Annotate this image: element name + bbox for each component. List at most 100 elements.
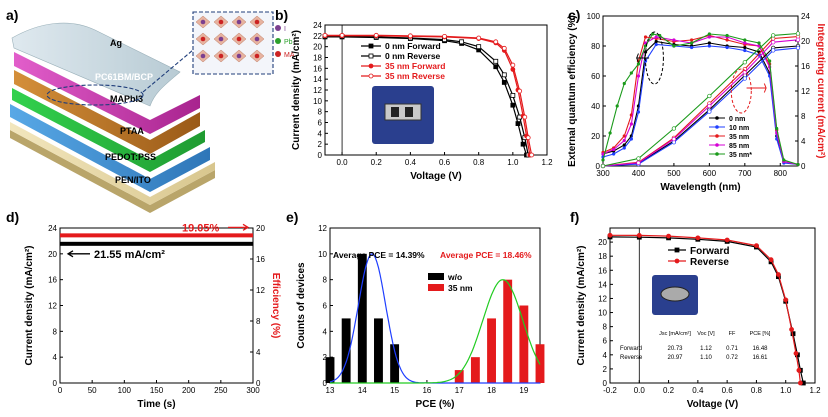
x-tick-label: 0.4: [405, 158, 417, 167]
y-axis-label: Current density (mA/cm²): [291, 30, 302, 150]
data-point: [743, 48, 747, 53]
data-point: [407, 33, 413, 39]
x-tick-label: 800: [774, 169, 788, 178]
y-tick-label: 8: [323, 276, 328, 285]
legend-marker: [715, 143, 719, 147]
y-tick-label: 20: [598, 238, 607, 247]
legend-label: 85 nm: [729, 143, 749, 150]
panel-a: a) Ag PC61BM/BCP MAPbI3 PTAA PEDOT:PSS P…: [6, 7, 295, 213]
legend-label: w/o: [447, 272, 462, 282]
table-cell: 0.71: [726, 346, 738, 352]
crystal-structure-icon: [195, 15, 265, 63]
layer-label-2: MAPbI3: [110, 94, 143, 104]
data-point: [501, 72, 507, 78]
y-tick-label: 8: [318, 108, 323, 117]
histogram-bar: [519, 305, 529, 383]
data-point: [742, 76, 747, 81]
layer-label-4: PEDOT:PSS: [105, 152, 156, 162]
data-point: [510, 102, 516, 108]
y-tick-label: 12: [313, 86, 322, 95]
histogram-bar: [503, 279, 513, 383]
y-tick-label: 2: [323, 353, 328, 362]
x-tick-label: 0.4: [692, 386, 704, 395]
table-cell: Forward: [620, 346, 642, 352]
y-tick-label: 2: [603, 365, 608, 374]
data-point: [636, 156, 641, 161]
y2-tick-label: 0: [801, 162, 806, 171]
y-tick-label: 10: [313, 97, 322, 106]
data-point: [622, 146, 626, 150]
data-point: [368, 73, 374, 79]
data-point: [517, 88, 523, 94]
panel-c-letter: c): [568, 7, 580, 23]
data-point: [520, 141, 526, 147]
data-point: [493, 39, 499, 45]
group-ellipse: [730, 68, 752, 114]
x-tick-label: 300: [246, 386, 260, 395]
data-point: [672, 38, 676, 42]
y-tick-label: 6: [323, 302, 328, 311]
x-tick-label: 300: [596, 169, 610, 178]
x-tick-label: 0.2: [663, 386, 675, 395]
x-tick-label: 150: [150, 386, 164, 395]
arrow-icon: [746, 83, 767, 93]
y-axis-label: Current density (mA/cm²): [24, 245, 35, 365]
x-tick-label: 600: [703, 169, 717, 178]
table-header: PCE [%]: [750, 331, 771, 337]
y-tick-label: 12: [598, 294, 607, 303]
y2-tick-label: 16: [801, 62, 810, 71]
data-point: [690, 45, 694, 50]
x-tick-label: 1.2: [541, 158, 553, 167]
atom-dot: [236, 36, 242, 42]
y-tick-label: 8: [53, 327, 58, 336]
y-tick-label: 4: [603, 351, 608, 360]
atom-dot: [200, 36, 206, 42]
device-photo-icon: [384, 103, 422, 121]
legend-label: Reverse: [690, 257, 729, 268]
data-point: [368, 63, 374, 69]
legend-label: 35 nm: [729, 134, 749, 141]
data-point: [622, 134, 626, 138]
data-point: [629, 122, 633, 126]
y2-tick-label: 8: [801, 112, 806, 121]
x-tick-label: 0.6: [439, 158, 451, 167]
data-point: [725, 45, 729, 50]
data-point: [601, 158, 605, 162]
data-point: [654, 39, 658, 44]
y-tick-label: 18: [598, 252, 607, 261]
chart-c: c) 300 400 500 600 700 800020406080100Wavelen…: [567, 7, 826, 193]
histogram-bar: [487, 318, 496, 383]
histogram-bar: [470, 357, 480, 383]
y-tick-label: 20: [313, 43, 322, 52]
y-tick-label: 12: [318, 224, 327, 233]
y-tick-label: 100: [587, 12, 601, 21]
y2-tick-label: 24: [801, 12, 810, 21]
data-point: [501, 45, 507, 51]
data-point: [525, 135, 531, 141]
y2-axis-label: Efficiency (%): [270, 273, 281, 339]
data-point: [725, 38, 729, 42]
legend-atom-marker: [275, 25, 281, 31]
legend-label: 35 nm*: [729, 152, 752, 159]
legend-label: 35 nm: [448, 283, 473, 293]
histogram-bar: [357, 253, 367, 383]
data-point: [636, 232, 642, 238]
data-point: [322, 32, 328, 38]
y-tick-label: 24: [48, 224, 57, 233]
gaussian-fit: [330, 279, 541, 384]
x-tick-label: 0.2: [371, 158, 383, 167]
data-point: [707, 32, 711, 36]
y-tick-label: 20: [48, 250, 57, 259]
data-point: [510, 93, 516, 98]
chart-e: e) 13 14 15 16 17 18 19 0 2 4 6 8 10 12 PCE (%) Counts …: [286, 209, 545, 410]
data-point: [368, 43, 374, 49]
data-point: [501, 80, 507, 85]
data-point: [339, 32, 345, 38]
data-point: [629, 71, 633, 75]
data-point: [797, 380, 803, 386]
data-point: [651, 32, 655, 36]
data-point: [674, 258, 680, 264]
y-tick-label: 24: [313, 21, 322, 30]
x-axis-label: Wavelength (nm): [660, 182, 740, 193]
